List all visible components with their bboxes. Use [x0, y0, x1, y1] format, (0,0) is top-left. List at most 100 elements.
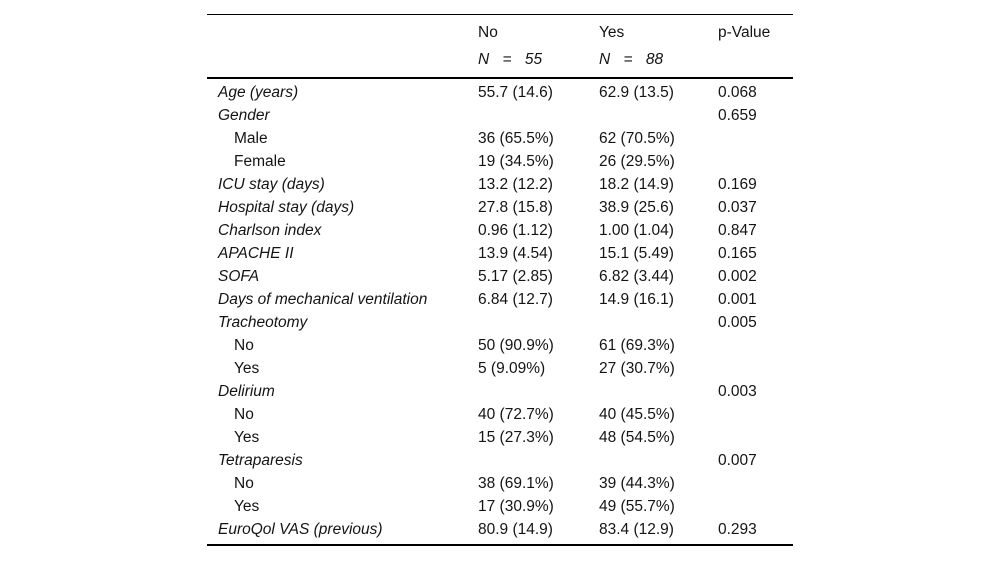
table-row: Charlson index 0.96 (1.12) 1.00 (1.04) 0… — [207, 219, 793, 242]
summary-statistics-table: No N = 55 Yes N = 88 p-Value Age (years)… — [207, 14, 793, 546]
table-row: Tracheotomy 0.005 — [207, 311, 793, 334]
cell-group-no: 17 (30.9%) — [478, 498, 554, 515]
row-label: Yes — [234, 498, 260, 515]
table-body: Age (years) 55.7 (14.6) 62.9 (13.5) 0.06… — [207, 79, 793, 544]
table-row: Delirium 0.003 — [207, 380, 793, 403]
header-pvalue: p-Value — [718, 24, 793, 42]
header-group-yes-label: Yes — [599, 24, 625, 41]
cell-group-no: 36 (65.5%) — [478, 130, 554, 147]
table-row: Age (years) 55.7 (14.6) 62.9 (13.5) 0.06… — [207, 81, 793, 104]
cell-group-yes: 40 (45.5%) — [599, 406, 675, 423]
cell-group-yes — [599, 380, 718, 403]
row-label: Charlson index — [218, 222, 322, 239]
cell-group-yes: 27 (30.7%) — [599, 360, 675, 377]
row-label: ICU stay (days) — [218, 176, 325, 193]
row-label: EuroQol VAS (previous) — [218, 521, 383, 538]
table-row: Gender 0.659 — [207, 104, 793, 127]
header-group-yes-n: N = 88 — [599, 51, 664, 68]
table-row: No 50 (90.9%) 61 (69.3%) — [207, 334, 793, 357]
row-label: Yes — [234, 429, 260, 446]
row-label: APACHE II — [218, 245, 294, 262]
cell-pvalue: 0.003 — [718, 383, 757, 400]
row-label: SOFA — [218, 268, 260, 285]
cell-group-yes: 48 (54.5%) — [599, 429, 675, 446]
cell-group-no: 5 (9.09%) — [478, 360, 546, 377]
row-label: Days of mechanical ventilation — [218, 291, 428, 308]
table-row: Tetraparesis 0.007 — [207, 449, 793, 472]
cell-pvalue — [718, 472, 793, 495]
table-row: ICU stay (days) 13.2 (12.2) 18.2 (14.9) … — [207, 173, 793, 196]
table-header-row: No N = 55 Yes N = 88 p-Value — [207, 15, 793, 79]
cell-group-no — [478, 311, 599, 334]
cell-group-no: 13.9 (4.54) — [478, 245, 553, 262]
cell-group-yes: 15.1 (5.49) — [599, 245, 674, 262]
cell-group-yes: 61 (69.3%) — [599, 337, 675, 354]
cell-group-yes: 18.2 (14.9) — [599, 176, 674, 193]
cell-group-no: 0.96 (1.12) — [478, 222, 553, 239]
cell-group-no: 40 (72.7%) — [478, 406, 554, 423]
cell-group-no — [478, 380, 599, 403]
row-label: Tetraparesis — [218, 452, 303, 469]
cell-pvalue — [718, 357, 793, 380]
header-group-no-label: No — [478, 24, 498, 41]
cell-group-yes: 6.82 (3.44) — [599, 268, 674, 285]
cell-group-no: 13.2 (12.2) — [478, 176, 553, 193]
cell-pvalue: 0.169 — [718, 176, 757, 193]
cell-pvalue: 0.165 — [718, 245, 757, 262]
table-row: No 38 (69.1%) 39 (44.3%) — [207, 472, 793, 495]
cell-group-no: 19 (34.5%) — [478, 153, 554, 170]
cell-group-yes: 62.9 (13.5) — [599, 84, 674, 101]
cell-group-no: 38 (69.1%) — [478, 475, 554, 492]
cell-group-yes: 14.9 (16.1) — [599, 291, 674, 308]
cell-group-yes — [599, 449, 718, 472]
table-row: SOFA 5.17 (2.85) 6.82 (3.44) 0.002 — [207, 265, 793, 288]
row-label: Male — [234, 130, 268, 147]
table-row: Yes 5 (9.09%) 27 (30.7%) — [207, 357, 793, 380]
cell-group-yes: 62 (70.5%) — [599, 130, 675, 147]
row-label: Age (years) — [218, 84, 299, 101]
row-label: Delirium — [218, 383, 275, 400]
row-label: Tracheotomy — [218, 314, 308, 331]
header-group-no-n: N = 55 — [478, 51, 543, 68]
cell-group-yes: 83.4 (12.9) — [599, 521, 674, 538]
cell-group-no: 80.9 (14.9) — [478, 521, 553, 538]
cell-group-no — [478, 449, 599, 472]
header-pvalue-label: p-Value — [718, 24, 771, 41]
row-label: No — [234, 406, 254, 423]
cell-group-no: 15 (27.3%) — [478, 429, 554, 446]
cell-group-yes: 39 (44.3%) — [599, 475, 675, 492]
cell-pvalue — [718, 127, 793, 150]
cell-group-yes — [599, 104, 718, 127]
cell-group-yes: 49 (55.7%) — [599, 498, 675, 515]
cell-pvalue: 0.001 — [718, 291, 757, 308]
cell-group-no: 27.8 (15.8) — [478, 199, 553, 216]
cell-pvalue: 0.068 — [718, 84, 757, 101]
cell-pvalue — [718, 495, 793, 518]
table-row: EuroQol VAS (previous) 80.9 (14.9) 83.4 … — [207, 518, 793, 541]
row-label: Female — [234, 153, 286, 170]
cell-pvalue: 0.002 — [718, 268, 757, 285]
cell-pvalue — [718, 334, 793, 357]
cell-group-no: 50 (90.9%) — [478, 337, 554, 354]
table-row: Female 19 (34.5%) 26 (29.5%) — [207, 150, 793, 173]
row-label: Hospital stay (days) — [218, 199, 355, 216]
table-row: Yes 17 (30.9%) 49 (55.7%) — [207, 495, 793, 518]
cell-group-no: 5.17 (2.85) — [478, 268, 553, 285]
table-row: APACHE II 13.9 (4.54) 15.1 (5.49) 0.165 — [207, 242, 793, 265]
cell-group-yes: 38.9 (25.6) — [599, 199, 674, 216]
cell-group-yes — [599, 311, 718, 334]
cell-pvalue: 0.007 — [718, 452, 757, 469]
cell-pvalue: 0.847 — [718, 222, 757, 239]
cell-group-no: 6.84 (12.7) — [478, 291, 553, 308]
row-label: No — [234, 337, 254, 354]
table-row: Male 36 (65.5%) 62 (70.5%) — [207, 127, 793, 150]
table-row: No 40 (72.7%) 40 (45.5%) — [207, 403, 793, 426]
cell-pvalue — [718, 150, 793, 173]
cell-group-yes: 1.00 (1.04) — [599, 222, 674, 239]
cell-group-no: 55.7 (14.6) — [478, 84, 553, 101]
header-group-yes: Yes N = 88 — [599, 24, 718, 69]
row-label: No — [234, 475, 254, 492]
cell-pvalue: 0.037 — [718, 199, 757, 216]
header-group-no: No N = 55 — [478, 24, 599, 69]
